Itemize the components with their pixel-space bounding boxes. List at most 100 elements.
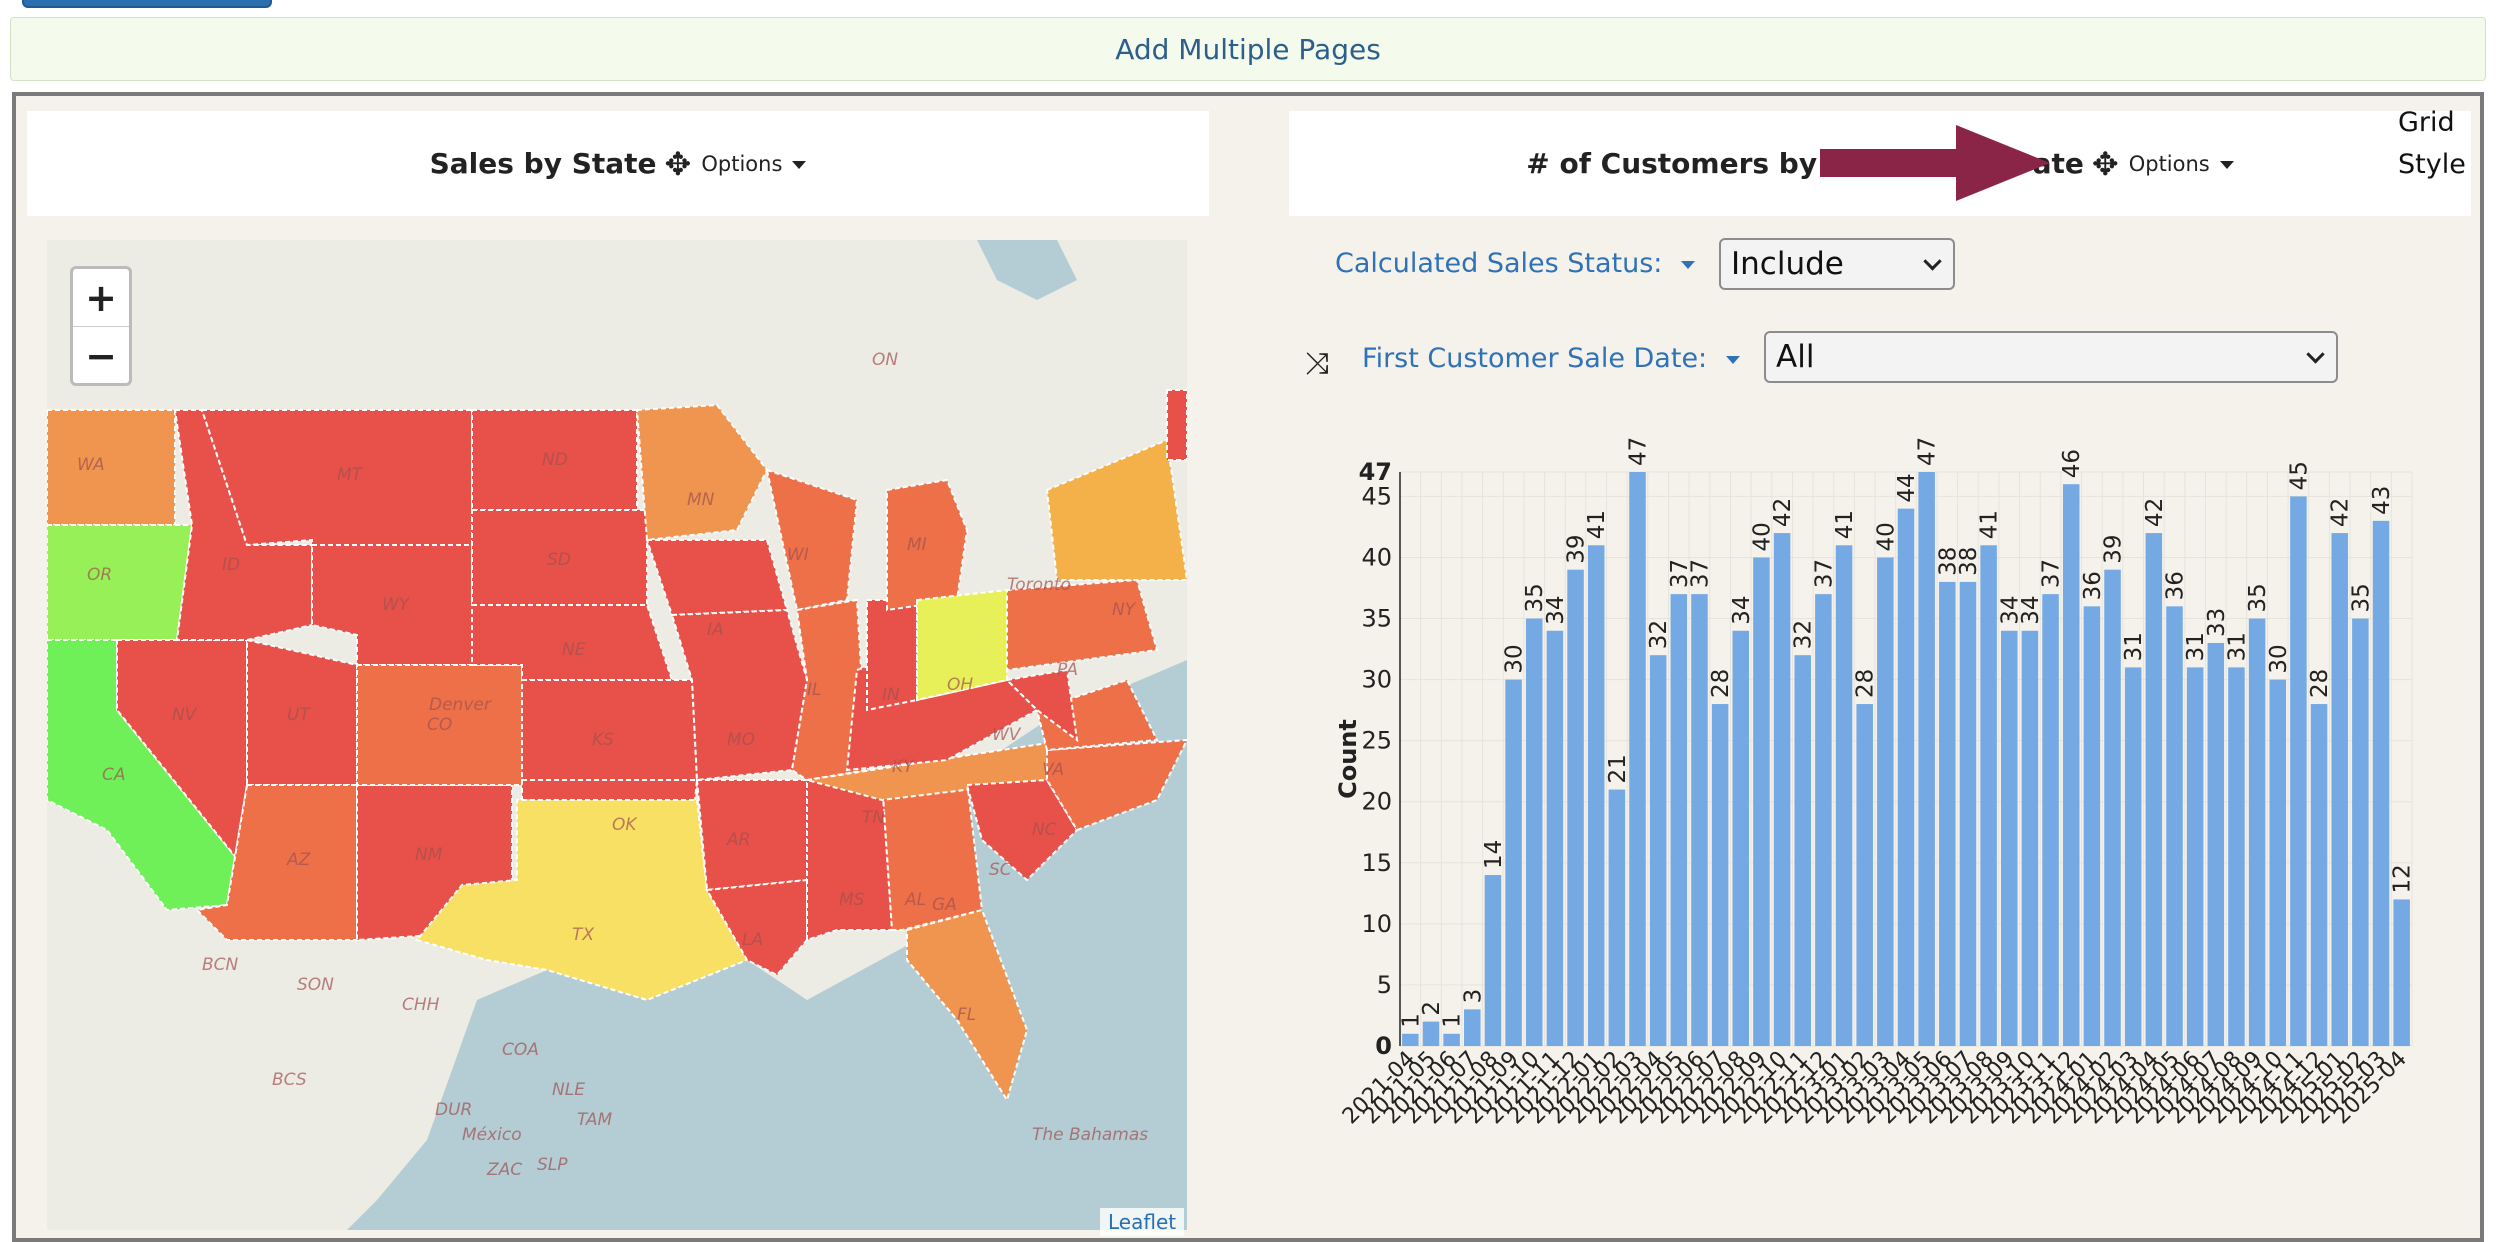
state-label: FL — [957, 1005, 976, 1025]
state-label: MT — [337, 465, 364, 485]
bar — [1587, 545, 1605, 1046]
chevron-down-icon — [2306, 345, 2325, 364]
bar-value-label: 41 — [1832, 510, 1858, 539]
state-label: IN — [882, 685, 900, 705]
bar — [2352, 618, 2369, 1046]
region-label: DUR — [435, 1100, 472, 1120]
zoom-in-button[interactable]: + — [85, 275, 117, 320]
bar-value-label: 47 — [1915, 437, 1941, 466]
leaflet-attribution-link[interactable]: Leaflet — [1100, 1208, 1185, 1236]
bar — [2145, 533, 2163, 1046]
panel-title: Sales by State — [429, 147, 657, 180]
bar — [1567, 569, 1584, 1046]
top-button[interactable] — [22, 0, 272, 8]
bar-value-label: 1 — [1440, 1013, 1466, 1028]
bar — [2331, 533, 2348, 1046]
arrow-icon — [1820, 125, 2050, 201]
bar-value-label: 2 — [1419, 1001, 1445, 1016]
bar — [1525, 618, 1543, 1046]
region-label: TAM — [577, 1110, 612, 1130]
bar — [1897, 508, 1915, 1046]
state-label: UT — [287, 705, 311, 725]
state-label: NM — [415, 845, 443, 865]
shuffle-icon[interactable]: ⤨ — [1305, 346, 1329, 381]
y-tick-label: 25 — [1361, 727, 1392, 755]
city-label: Denver — [429, 695, 492, 715]
bar-value-label: 38 — [1956, 547, 1982, 576]
bar — [1649, 655, 1667, 1046]
state-label: OH — [947, 675, 973, 695]
bar — [1918, 472, 1935, 1046]
bar — [1815, 594, 1832, 1046]
state-label: IL — [807, 680, 822, 700]
state-label: KS — [592, 730, 614, 750]
bar — [2228, 667, 2245, 1046]
bar-value-label: 34 — [1997, 595, 2023, 624]
bar — [1464, 1009, 1481, 1046]
bar-value-label: 45 — [2286, 461, 2312, 490]
bar-value-label: 31 — [2121, 632, 2147, 661]
first-sale-date-filter-label[interactable]: First Customer Sale Date: — [1362, 343, 1740, 374]
grid-style-toggle[interactable]: Grid Style — [2398, 102, 2466, 186]
bar-value-label: 1 — [1398, 1013, 1424, 1028]
state-label: PA — [1057, 660, 1078, 680]
bar — [2083, 606, 2101, 1046]
y-tick-label: 0 — [1375, 1032, 1392, 1060]
state-label: SC — [989, 860, 1012, 880]
y-tick-label: 35 — [1361, 605, 1392, 633]
bar-value-label: 31 — [2224, 632, 2250, 661]
chevron-down-icon — [1681, 260, 1695, 269]
sales-by-state-header: Sales by State ✥ Options — [27, 111, 1209, 216]
state-label: NV — [172, 705, 198, 725]
move-icon[interactable]: ✥ — [664, 144, 692, 183]
bar-value-label: 42 — [2142, 498, 2168, 527]
bar-value-label: 33 — [2204, 608, 2230, 637]
bar — [1546, 630, 1564, 1046]
bar — [2269, 679, 2287, 1046]
bar-value-label: 36 — [2162, 571, 2188, 600]
bar-value-label: 36 — [2080, 571, 2106, 600]
bar — [1980, 545, 1997, 1046]
region-label: SON — [297, 975, 334, 995]
sales-status-select[interactable]: Include — [1719, 238, 1955, 290]
bar — [2290, 496, 2307, 1046]
state-label: GA — [932, 895, 957, 915]
bar — [1732, 630, 1750, 1046]
region-label: ZAC — [486, 1160, 522, 1180]
zoom-out-button[interactable]: − — [73, 326, 129, 384]
bar — [2207, 642, 2225, 1046]
bar — [2042, 594, 2059, 1046]
bar — [1505, 679, 1522, 1046]
state-label: AR — [726, 830, 750, 850]
bar-value-label: 41 — [1584, 510, 1610, 539]
sales-map[interactable]: WA OR CA NV ID MT WY UT AZ NM CO ND SD N… — [47, 240, 1187, 1230]
bar-value-label: 42 — [2328, 498, 2354, 527]
state-label: WA — [77, 455, 105, 475]
city-label: Toronto — [1007, 575, 1071, 595]
options-menu[interactable]: Options — [2129, 152, 2234, 176]
map-zoom-controls: + − — [70, 266, 132, 386]
bar-value-label: 37 — [1667, 559, 1693, 588]
state-label: IA — [707, 620, 724, 640]
bar-value-label: 46 — [2059, 449, 2085, 478]
first-sale-date-select[interactable]: All — [1764, 331, 2338, 383]
y-tick-label: 40 — [1361, 543, 1392, 571]
bar — [2393, 899, 2410, 1046]
add-multiple-pages-button[interactable]: Add Multiple Pages — [10, 17, 2486, 81]
state-label: TN — [862, 808, 885, 828]
bar-value-label: 37 — [1811, 559, 1837, 588]
bar — [1711, 704, 1729, 1046]
options-menu[interactable]: Options — [701, 152, 807, 176]
bar-value-label: 12 — [2390, 864, 2416, 893]
state-label: CA — [102, 765, 126, 785]
move-icon[interactable]: ✥ — [2091, 144, 2119, 183]
bar-value-label: 28 — [1708, 669, 1734, 698]
state-label: WY — [382, 595, 411, 615]
bar-value-label: 34 — [2018, 595, 2044, 624]
sales-status-filter-label[interactable]: Calculated Sales Status: — [1335, 248, 1695, 279]
bar-value-label: 28 — [1853, 669, 1879, 698]
bar-value-label: 37 — [2039, 559, 2065, 588]
region-label: BCN — [202, 955, 239, 975]
bar — [2248, 618, 2266, 1046]
bar — [2001, 630, 2018, 1046]
